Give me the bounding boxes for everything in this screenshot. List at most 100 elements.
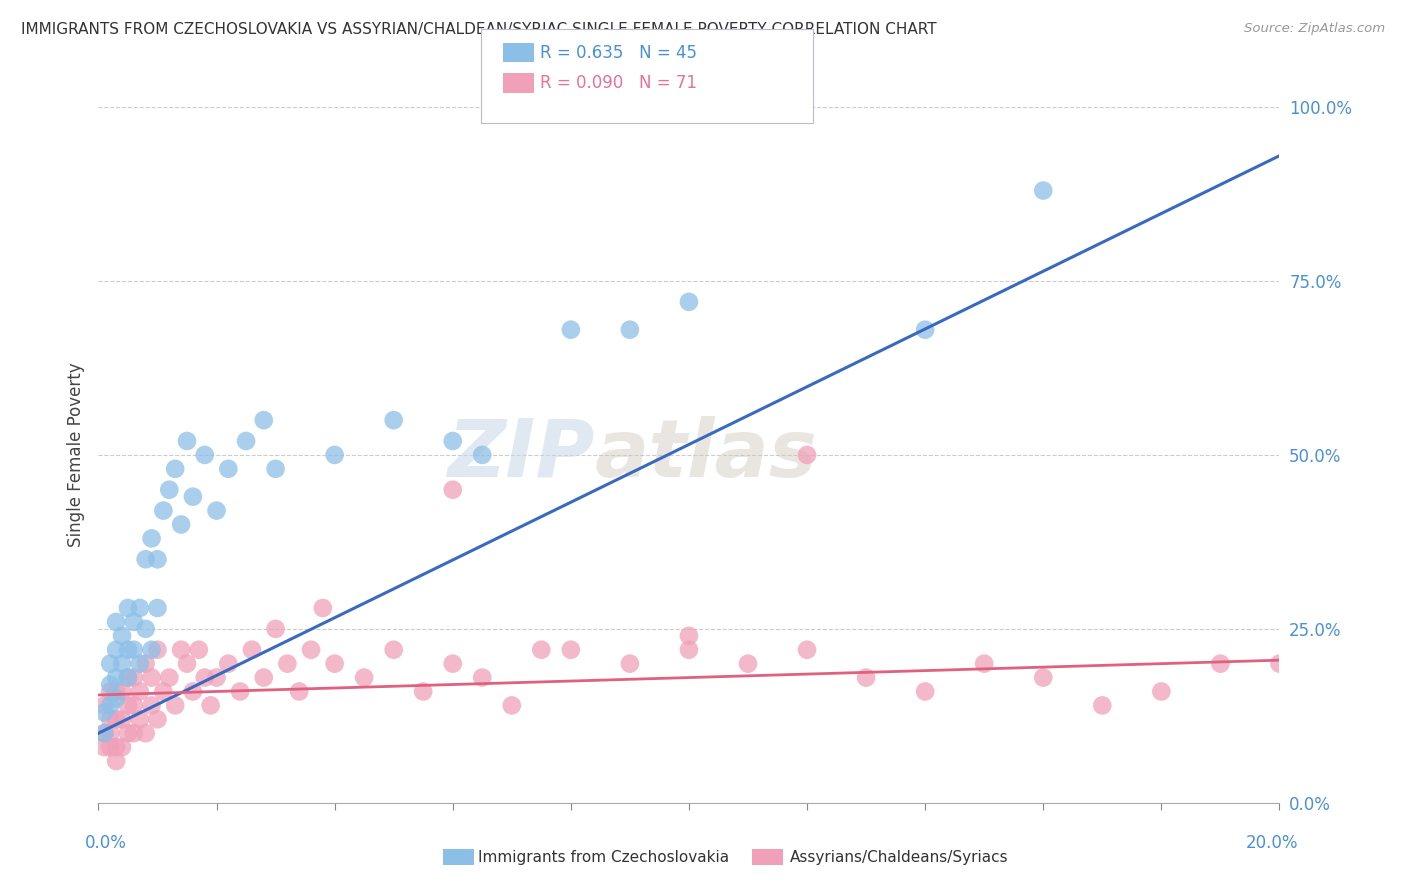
Point <box>229 684 252 698</box>
Point <box>678 294 700 309</box>
Point <box>117 642 139 657</box>
Point <box>1150 684 1173 698</box>
Point <box>187 642 209 657</box>
Text: R = 0.635   N = 45: R = 0.635 N = 45 <box>540 44 697 62</box>
Point <box>93 698 115 713</box>
Point <box>441 434 464 448</box>
Point <box>105 712 128 726</box>
Point <box>1209 657 1232 671</box>
Text: atlas: atlas <box>595 416 817 494</box>
Point <box>235 434 257 448</box>
Point <box>276 657 298 671</box>
Point <box>312 601 335 615</box>
Point <box>122 698 145 713</box>
Point <box>205 503 228 517</box>
Point <box>105 691 128 706</box>
Point <box>93 726 115 740</box>
Point <box>93 740 115 755</box>
Text: Immigrants from Czechoslovakia: Immigrants from Czechoslovakia <box>478 850 730 864</box>
Text: R = 0.090   N = 71: R = 0.090 N = 71 <box>540 74 697 92</box>
Text: Source: ZipAtlas.com: Source: ZipAtlas.com <box>1244 22 1385 36</box>
Point <box>128 712 150 726</box>
Point <box>128 684 150 698</box>
Point <box>737 657 759 671</box>
Point <box>217 657 239 671</box>
Point <box>170 517 193 532</box>
Point <box>135 657 157 671</box>
Point <box>323 657 346 671</box>
Point <box>152 684 174 698</box>
Point <box>98 740 121 755</box>
Point <box>93 706 115 720</box>
Point <box>135 622 157 636</box>
Point <box>471 448 494 462</box>
Point <box>111 684 134 698</box>
Point <box>128 601 150 615</box>
Point <box>194 671 217 685</box>
Point <box>1268 657 1291 671</box>
Point <box>973 657 995 671</box>
Point <box>122 642 145 657</box>
Point <box>200 698 222 713</box>
Point <box>117 698 139 713</box>
Point <box>105 740 128 755</box>
Point <box>678 642 700 657</box>
Point <box>105 615 128 629</box>
Point <box>299 642 322 657</box>
Point <box>105 642 128 657</box>
Point <box>146 712 169 726</box>
Point <box>146 642 169 657</box>
Point <box>181 490 204 504</box>
Point <box>117 671 139 685</box>
Point <box>146 601 169 615</box>
Point <box>117 601 139 615</box>
Point <box>122 726 145 740</box>
Point <box>152 503 174 517</box>
Point <box>111 712 134 726</box>
Point <box>157 671 180 685</box>
Point <box>264 622 287 636</box>
Point <box>253 671 276 685</box>
Point <box>141 671 163 685</box>
Point <box>111 657 134 671</box>
Point <box>157 483 180 497</box>
Text: ZIP: ZIP <box>447 416 595 494</box>
Point <box>382 642 405 657</box>
Point <box>205 671 228 685</box>
Point <box>501 698 523 713</box>
Point <box>170 642 193 657</box>
Point <box>105 684 128 698</box>
Point <box>471 671 494 685</box>
Point <box>1032 671 1054 685</box>
Point <box>141 532 163 546</box>
Point <box>98 726 121 740</box>
Point <box>240 642 263 657</box>
Point <box>98 657 121 671</box>
Point <box>176 657 198 671</box>
Point <box>165 698 187 713</box>
Point <box>98 698 121 713</box>
Point <box>796 448 818 462</box>
Point <box>914 323 936 337</box>
Text: 20.0%: 20.0% <box>1246 834 1299 852</box>
Point <box>105 754 128 768</box>
Point <box>122 615 145 629</box>
Text: 0.0%: 0.0% <box>84 834 127 852</box>
Point <box>135 726 157 740</box>
Text: Assyrians/Chaldeans/Syriacs: Assyrians/Chaldeans/Syriacs <box>790 850 1008 864</box>
Point <box>111 740 134 755</box>
Point <box>117 726 139 740</box>
Point <box>141 642 163 657</box>
Point <box>441 483 464 497</box>
Point <box>93 726 115 740</box>
Point <box>914 684 936 698</box>
Point <box>678 629 700 643</box>
Point <box>353 671 375 685</box>
Point <box>288 684 311 698</box>
Point <box>1032 184 1054 198</box>
Point <box>412 684 434 698</box>
Point <box>194 448 217 462</box>
Point <box>98 684 121 698</box>
Point <box>176 434 198 448</box>
Y-axis label: Single Female Poverty: Single Female Poverty <box>66 363 84 547</box>
